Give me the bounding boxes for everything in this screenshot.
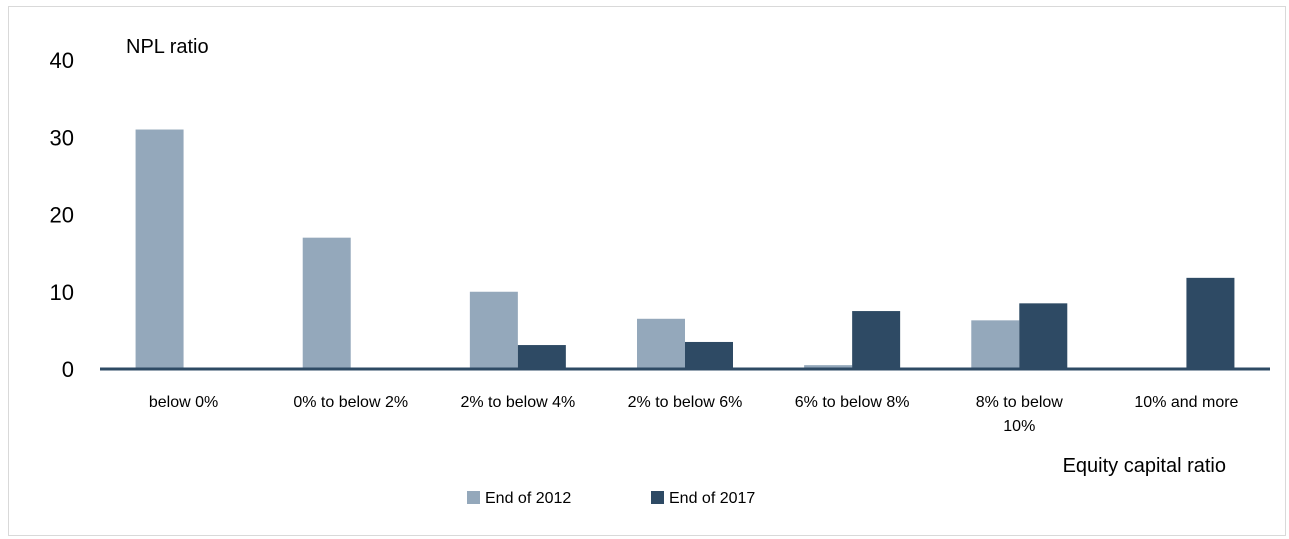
bar-2017-6 [1186,277,1235,369]
x-category-label: 2% to below 4% [460,394,575,411]
legend-label: End of 2017 [669,490,755,507]
bars [135,129,1235,369]
y-tick-label: 30 [50,125,74,150]
x-axis-categories: below 0% 0% to below 2% 2% to below 4% 2% t… [149,394,1239,435]
y-axis-title: NPL ratio [126,36,209,58]
bar-2017-3 [685,341,733,369]
x-category-label: 8% to below 10% [976,394,1064,435]
bar-2017-2 [517,345,566,369]
bar-2012-2 [469,291,518,369]
bar-2012-3 [637,318,685,369]
legend-swatch [467,491,480,504]
x-category-label: 10% and more [1134,394,1238,411]
legend: End of 2012 End of 2017 [467,490,755,507]
x-category-label: 2% to below 6% [628,394,743,411]
y-tick-label: 40 [50,48,74,73]
y-tick-label: 10 [50,280,74,305]
bar-2012-5 [971,320,1020,369]
bar-2012-4 [804,365,853,369]
chart-frame [8,6,1286,536]
bar-2017-4 [852,311,901,369]
legend-swatch [651,491,664,504]
legend-label: End of 2012 [485,490,571,507]
x-axis-title: Equity capital ratio [1063,455,1226,477]
y-tick-label: 0 [62,357,74,382]
y-tick-label: 20 [50,203,74,228]
legend-item-2017: End of 2017 [651,490,755,507]
x-category-label: 6% to below 8% [795,394,910,411]
x-category-label: 0% to below 2% [293,394,408,411]
legend-item-2012: End of 2012 [467,490,571,507]
bar-2012-0 [135,129,184,369]
x-category-label: below 0% [149,394,218,411]
bar-2017-5 [1019,303,1068,369]
y-axis-ticks: 0 10 20 30 40 [50,48,74,382]
bar-2012-1 [302,237,351,369]
